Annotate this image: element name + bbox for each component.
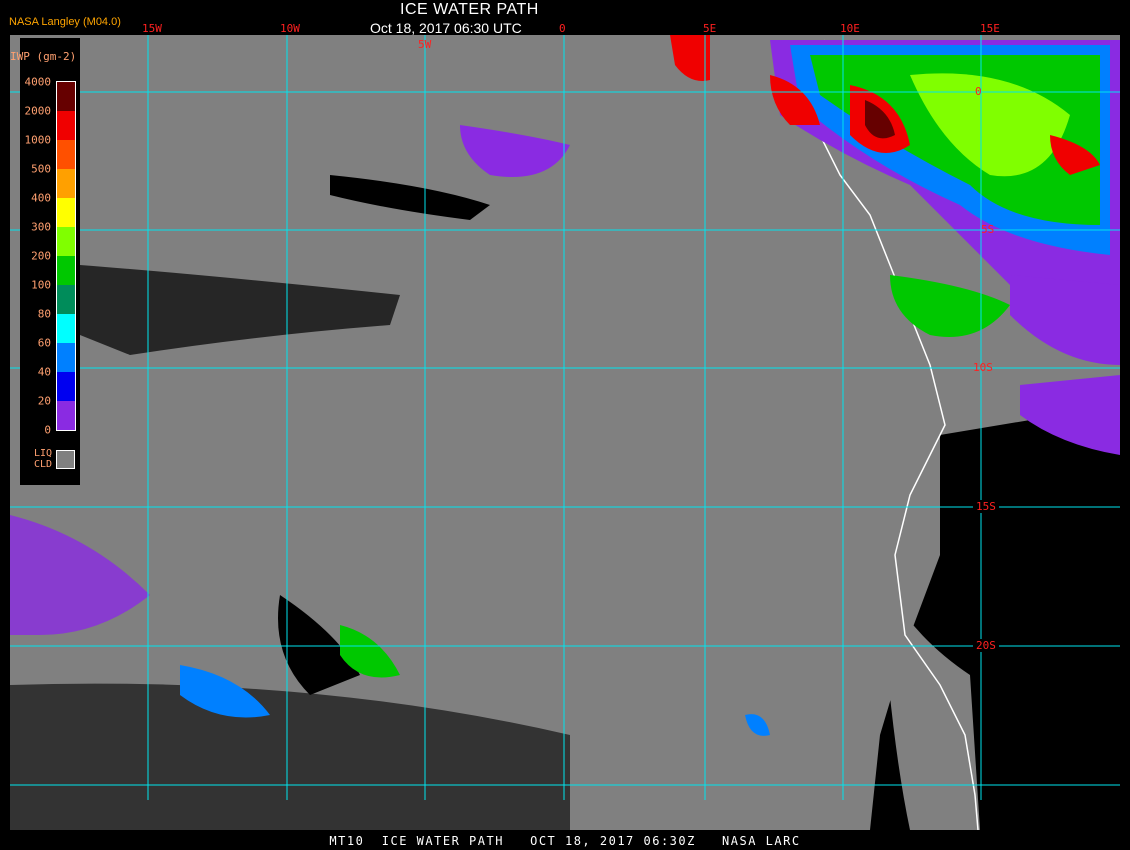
- legend-label: 80: [37, 307, 51, 321]
- legend-label: 300: [31, 220, 51, 234]
- legend-swatch-2: [57, 140, 75, 169]
- legend-swatch-7: [57, 285, 75, 314]
- map-image: [10, 35, 1120, 831]
- ice-clouds: [10, 35, 1120, 736]
- lat-label-5s: 5S: [981, 223, 995, 236]
- legend-swatch-0: [57, 82, 75, 111]
- legend-label: 20: [37, 394, 51, 408]
- lon-label-5e: 5E: [703, 22, 717, 35]
- lon-label-10w: 10W: [280, 22, 300, 35]
- lat-lon-grid: [10, 35, 1120, 800]
- legend-label: 40: [37, 365, 51, 379]
- legend-label: 0: [44, 423, 51, 437]
- lon-label-15w: 15W: [142, 22, 162, 35]
- footer-caption: MT10 ICE WATER PATH OCT 18, 2017 06:30Z …: [329, 834, 801, 848]
- legend-swatch-3: [57, 169, 75, 198]
- observation-datetime: Oct 18, 2017 06:30 UTC: [370, 20, 522, 36]
- color-legend: IWP (gm-2) 4000 2000 1000 500 400 300 200 100 80…: [10, 38, 80, 485]
- lon-label-10e: 10E: [840, 22, 860, 35]
- legend-label: 1000: [24, 133, 52, 147]
- legend-label: 400: [31, 191, 51, 205]
- legend-color-bar: [56, 81, 76, 431]
- lat-label-20s: 20S: [973, 639, 999, 652]
- land-cloud: [880, 575, 980, 830]
- satellite-map: [10, 35, 1120, 831]
- lon-label-15e: 15E: [980, 22, 1000, 35]
- legend-swatch-9: [57, 343, 75, 372]
- legend-title: IWP (gm-2): [10, 50, 77, 63]
- legend-swatch-4: [57, 198, 75, 227]
- legend-swatch-1: [57, 111, 75, 140]
- lat-label-15s: 15S: [973, 500, 999, 513]
- legend-swatch-11: [57, 401, 75, 430]
- legend-label: 4000: [24, 75, 52, 89]
- lat-label-0: 0: [975, 85, 982, 98]
- coastline: [809, 39, 979, 831]
- legend-swatch-6: [57, 256, 75, 285]
- legend-swatch-8: [57, 314, 75, 343]
- liq-label: LIQ: [33, 448, 52, 459]
- lon-label-0: 0: [559, 22, 566, 35]
- legend-label: 60: [37, 336, 51, 350]
- legend-label: 2000: [24, 104, 52, 118]
- product-title: ICE WATER PATH: [400, 1, 539, 18]
- org-label: NASA Langley (M04.0): [9, 16, 121, 28]
- lon-label-5w: 5W: [418, 38, 432, 51]
- liq-cld-label: LIQ CLD: [30, 448, 52, 470]
- cld-label: CLD: [33, 459, 52, 470]
- legend-label: 100: [31, 278, 51, 292]
- lat-label-10s: 10S: [973, 361, 993, 374]
- legend-swatch-10: [57, 372, 75, 401]
- legend-label: 200: [31, 249, 51, 263]
- liq-cld-swatch: [56, 450, 75, 469]
- legend-label: 500: [31, 162, 51, 176]
- legend-swatch-5: [57, 227, 75, 256]
